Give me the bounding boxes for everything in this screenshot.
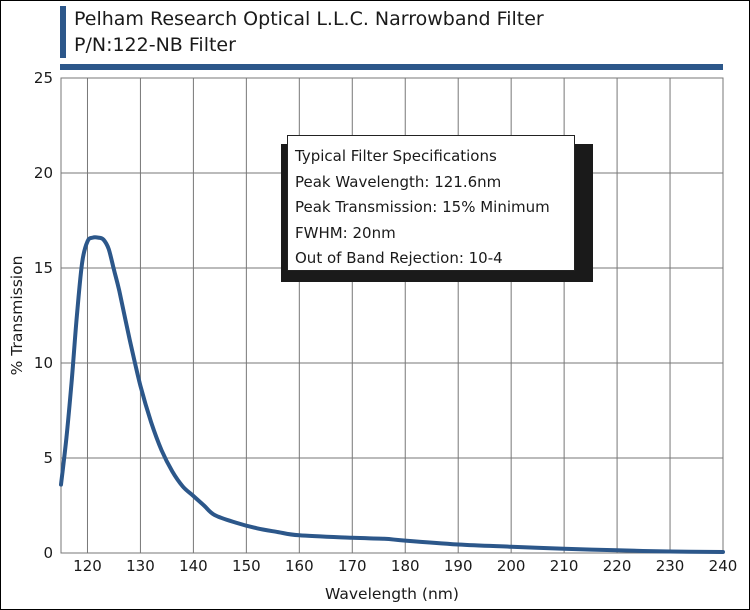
- spec-peak-wavelength: Peak Wavelength: 121.6nm: [295, 172, 502, 191]
- title-underline: [60, 64, 723, 70]
- x-tick-label: 210: [550, 557, 579, 575]
- x-tick-label: 160: [285, 557, 314, 575]
- x-tick-label: 230: [656, 557, 685, 575]
- x-axis-title: Wavelength (nm): [325, 585, 459, 603]
- chart-title: Pelham Research Optical L.L.C. Narrowban…: [74, 8, 544, 30]
- spec-fwhm: FWHM: 20nm: [295, 223, 396, 242]
- x-tick-label: 150: [232, 557, 261, 575]
- tick-labels: 120 130 140 150 160 170 180 190 200 210 220 230 240 0…: [34, 69, 737, 575]
- series-line-transmission: [59, 235, 725, 554]
- x-tick-label: 140: [179, 557, 208, 575]
- x-tick-label: 120: [73, 557, 102, 575]
- series-layer: [59, 235, 725, 554]
- y-tick-label: 5: [43, 449, 53, 467]
- y-tick-label: 10: [34, 354, 53, 372]
- spec-peak-transmission: Peak Transmission: 15% Minimum: [295, 198, 550, 216]
- x-tick-label: 180: [391, 557, 420, 575]
- y-tick-label: 15: [34, 259, 53, 277]
- x-tick-label: 240: [709, 557, 738, 575]
- x-tick-label: 170: [338, 557, 367, 575]
- x-tick-label: 200: [497, 557, 526, 575]
- x-tick-label: 190: [444, 557, 473, 575]
- y-tick-label: 25: [34, 69, 53, 87]
- x-tick-label: 130: [126, 557, 155, 575]
- part-number: P/N:122-NB Filter: [74, 34, 236, 56]
- spec-heading: Typical Filter Specifications: [295, 147, 497, 165]
- y-tick-label: 0: [43, 544, 53, 562]
- spec-rejection: Out of Band Rejection: 10-4: [295, 249, 503, 267]
- spec-box: Typical Filter Specifications Peak Wavel…: [287, 135, 575, 271]
- y-axis-title: % Transmission: [8, 256, 26, 376]
- chart-header: Pelham Research Optical L.L.C. Narrowban…: [60, 6, 544, 58]
- y-tick-label: 20: [34, 164, 53, 182]
- x-tick-label: 220: [603, 557, 632, 575]
